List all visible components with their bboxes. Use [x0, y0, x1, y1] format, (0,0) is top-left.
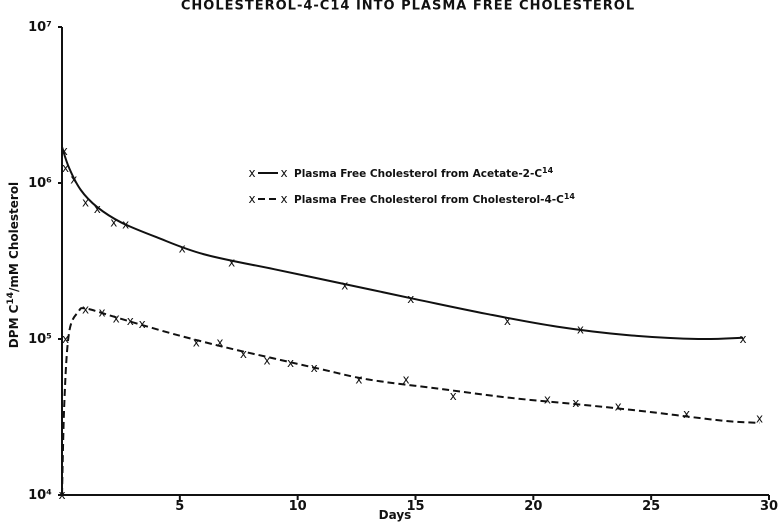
- axes: [61, 27, 769, 496]
- legend-item-cholesterol: x x Plasma Free Cholesterol from Cholest…: [248, 192, 575, 207]
- data-point-cholesterol: x: [615, 399, 622, 413]
- data-point-cholesterol: x: [403, 373, 410, 387]
- data-point-acetate: x: [94, 202, 101, 216]
- y-ticks: 10⁴ 10⁵ 10⁶ 10⁷: [28, 20, 62, 503]
- y-tick-label: 10⁴: [28, 488, 52, 503]
- data-point-cholesterol: x: [572, 396, 579, 410]
- data-point-acetate: x: [577, 323, 584, 337]
- x-axis-label: Days: [379, 508, 412, 522]
- data-point-acetate: x: [228, 255, 235, 269]
- chart-title: CHOLESTEROL-4-C14 INTO PLASMA FREE CHOLE…: [181, 0, 635, 14]
- series-line-acetate: [61, 146, 744, 341]
- legend-label-acetate: Plasma Free Cholesterol from Acetate-2-C…: [294, 166, 554, 181]
- data-point-cholesterol: x: [355, 373, 362, 387]
- x-tick-label: 5: [175, 499, 184, 514]
- legend-marker: x: [248, 166, 255, 180]
- data-point-cholesterol: x: [287, 356, 294, 370]
- x-ticks: 5 10 15 20 25 30: [175, 495, 778, 514]
- data-point-acetate: x: [110, 215, 117, 229]
- series-curves: [61, 146, 760, 496]
- legend-marker: x: [280, 192, 287, 206]
- data-point-acetate: x: [407, 292, 414, 306]
- legend-marker: x: [280, 166, 287, 180]
- data-point-acetate: x: [740, 332, 747, 346]
- data-point-cholesterol: x: [216, 335, 223, 349]
- data-point-acetate: x: [504, 314, 511, 328]
- data-point-cholesterol: x: [139, 317, 146, 331]
- data-point-cholesterol: x: [756, 411, 763, 425]
- data-point-cholesterol: x: [82, 302, 89, 316]
- x-tick-label: 10: [289, 499, 307, 514]
- data-point-cholesterol: x: [58, 488, 65, 502]
- data-point-cholesterol: x: [311, 361, 318, 375]
- x-tick-label: 20: [524, 499, 542, 514]
- data-point-acetate: x: [179, 242, 186, 256]
- data-point-cholesterol: x: [127, 314, 134, 328]
- series-line-cholesterol: [61, 307, 760, 496]
- data-point-cholesterol: x: [450, 389, 457, 403]
- data-point-cholesterol: x: [99, 305, 106, 319]
- x-tick-label: 25: [642, 499, 660, 514]
- data-point-acetate: x: [62, 161, 69, 175]
- data-point-acetate: x: [82, 195, 89, 209]
- data-point-acetate: x: [70, 173, 77, 187]
- data-point-acetate: x: [61, 144, 68, 158]
- data-point-cholesterol: x: [263, 353, 270, 367]
- x-tick-label: 30: [760, 499, 778, 514]
- y-tick-label: 10⁷: [28, 20, 52, 35]
- data-point-acetate: x: [341, 279, 348, 293]
- data-point-cholesterol: x: [240, 347, 247, 361]
- y-axis-label: DPM C14/mM Cholesterol: [6, 182, 21, 348]
- data-point-cholesterol: x: [193, 335, 200, 349]
- data-point-acetate: x: [122, 218, 129, 232]
- legend: x x Plasma Free Cholesterol from Acetate…: [248, 166, 575, 207]
- data-point-cholesterol: x: [113, 312, 120, 326]
- data-point-cholesterol: x: [62, 332, 69, 346]
- legend-marker: x: [248, 192, 255, 206]
- y-tick-label: 10⁶: [28, 176, 52, 191]
- y-tick-label: 10⁵: [28, 332, 52, 347]
- y-axis-label-text: DPM C: [7, 304, 21, 348]
- legend-label-cholesterol: Plasma Free Cholesterol from Cholesterol…: [294, 192, 575, 207]
- legend-item-acetate: x x Plasma Free Cholesterol from Acetate…: [248, 166, 553, 181]
- data-point-cholesterol: x: [683, 407, 690, 421]
- x-tick-label: 15: [406, 499, 424, 514]
- data-point-cholesterol: x: [544, 392, 551, 406]
